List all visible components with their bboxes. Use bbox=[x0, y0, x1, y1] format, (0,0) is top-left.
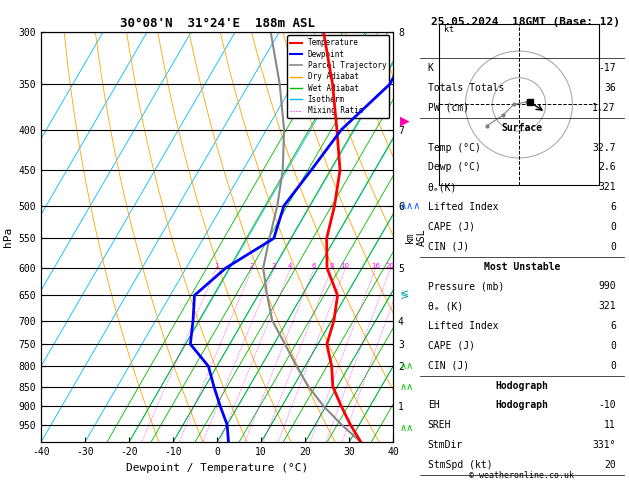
Title: 30°08'N  31°24'E  188m ASL: 30°08'N 31°24'E 188m ASL bbox=[120, 17, 314, 31]
X-axis label: Dewpoint / Temperature (°C): Dewpoint / Temperature (°C) bbox=[126, 463, 308, 473]
Text: Hodograph: Hodograph bbox=[495, 400, 548, 410]
Text: StmDir: StmDir bbox=[428, 440, 463, 450]
Text: ∧∧∧: ∧∧∧ bbox=[400, 201, 421, 211]
Text: Lifted Index: Lifted Index bbox=[428, 202, 498, 212]
Y-axis label: km
ASL: km ASL bbox=[405, 228, 427, 246]
Text: Lifted Index: Lifted Index bbox=[428, 321, 498, 331]
Text: 2.6: 2.6 bbox=[598, 162, 616, 173]
Text: Most Unstable: Most Unstable bbox=[484, 261, 560, 272]
Text: © weatheronline.co.uk: © weatheronline.co.uk bbox=[469, 471, 574, 480]
Text: Dewp (°C): Dewp (°C) bbox=[428, 162, 481, 173]
Text: 0: 0 bbox=[610, 242, 616, 252]
Text: Pressure (mb): Pressure (mb) bbox=[428, 281, 504, 292]
Text: 3: 3 bbox=[272, 263, 276, 269]
Text: 6: 6 bbox=[610, 202, 616, 212]
Text: 2: 2 bbox=[250, 263, 254, 269]
Text: Surface: Surface bbox=[501, 123, 542, 133]
Legend: Temperature, Dewpoint, Parcel Trajectory, Dry Adiabat, Wet Adiabat, Isotherm, Mi: Temperature, Dewpoint, Parcel Trajectory… bbox=[287, 35, 389, 118]
Text: 20: 20 bbox=[386, 263, 394, 269]
Text: ≶: ≶ bbox=[400, 290, 409, 300]
Text: 36: 36 bbox=[604, 83, 616, 93]
Text: 321: 321 bbox=[598, 301, 616, 311]
Text: 321: 321 bbox=[598, 182, 616, 192]
Text: 0: 0 bbox=[610, 361, 616, 371]
Text: ∧∧: ∧∧ bbox=[400, 361, 415, 371]
Text: EH: EH bbox=[428, 400, 440, 410]
Text: K: K bbox=[428, 63, 433, 73]
Text: 25.05.2024  18GMT (Base: 12): 25.05.2024 18GMT (Base: 12) bbox=[431, 17, 620, 27]
Text: SREH: SREH bbox=[428, 420, 451, 430]
Text: ▶: ▶ bbox=[400, 115, 409, 128]
Text: CIN (J): CIN (J) bbox=[428, 242, 469, 252]
Text: 0: 0 bbox=[610, 222, 616, 232]
Text: CAPE (J): CAPE (J) bbox=[428, 222, 475, 232]
Text: -10: -10 bbox=[598, 400, 616, 410]
Text: CIN (J): CIN (J) bbox=[428, 361, 469, 371]
Text: CAPE (J): CAPE (J) bbox=[428, 341, 475, 351]
Text: 20: 20 bbox=[604, 460, 616, 470]
Text: 990: 990 bbox=[598, 281, 616, 292]
Text: 331°: 331° bbox=[593, 440, 616, 450]
Y-axis label: hPa: hPa bbox=[3, 227, 13, 247]
Text: PW (cm): PW (cm) bbox=[428, 103, 469, 113]
Text: 1.27: 1.27 bbox=[593, 103, 616, 113]
Text: kt: kt bbox=[444, 25, 454, 35]
Text: θₑ (K): θₑ (K) bbox=[428, 301, 463, 311]
Text: Temp (°C): Temp (°C) bbox=[428, 143, 481, 153]
Text: StmSpd (kt): StmSpd (kt) bbox=[428, 460, 493, 470]
Text: 4: 4 bbox=[288, 263, 292, 269]
Text: ∧∧: ∧∧ bbox=[400, 382, 415, 392]
Text: 8: 8 bbox=[329, 263, 333, 269]
Text: 6: 6 bbox=[311, 263, 316, 269]
Text: 10: 10 bbox=[341, 263, 350, 269]
Text: ∧∧: ∧∧ bbox=[400, 423, 415, 434]
Text: θₑ(K): θₑ(K) bbox=[428, 182, 457, 192]
Text: Totals Totals: Totals Totals bbox=[428, 83, 504, 93]
Text: 0: 0 bbox=[610, 341, 616, 351]
Text: 11: 11 bbox=[604, 420, 616, 430]
Text: 32.7: 32.7 bbox=[593, 143, 616, 153]
Text: 6: 6 bbox=[610, 321, 616, 331]
Text: 16: 16 bbox=[371, 263, 380, 269]
Text: 1: 1 bbox=[214, 263, 218, 269]
Text: Hodograph: Hodograph bbox=[495, 381, 548, 391]
Text: -17: -17 bbox=[598, 63, 616, 73]
